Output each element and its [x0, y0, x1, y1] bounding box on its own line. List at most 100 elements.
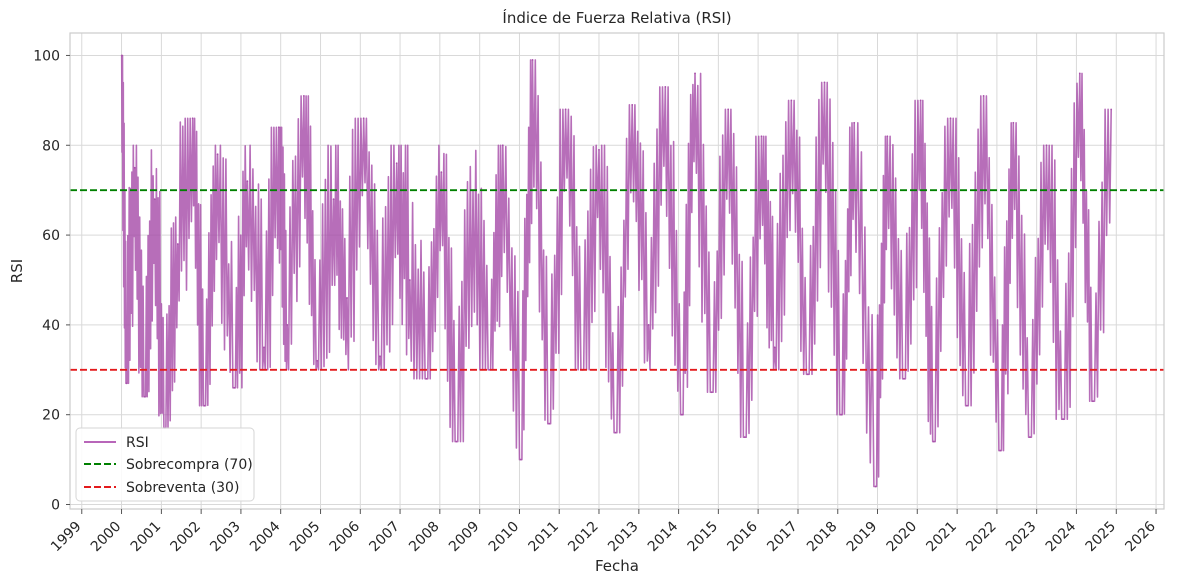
x-tick-label: 1999: [48, 519, 85, 556]
y-tick-label: 80: [42, 138, 60, 154]
rsi-point: [727, 108, 730, 111]
x-tick-label: 2004: [247, 518, 284, 555]
x-tick-label: 2014: [645, 518, 682, 555]
rsi-point: [153, 198, 156, 201]
rsi-point: [932, 440, 935, 443]
x-tick-label: 2013: [605, 519, 642, 556]
rsi-point: [332, 198, 335, 201]
rsi-point: [760, 135, 763, 138]
chart-title: Índice de Fuerza Relativa (RSI): [502, 8, 731, 27]
x-tick-label: 2025: [1083, 519, 1120, 556]
x-tick-label: 2021: [923, 519, 960, 556]
x-tick-label: 2000: [88, 519, 125, 556]
rsi-point: [823, 81, 826, 84]
rsi-point: [520, 458, 522, 461]
x-tick-label: 2018: [804, 519, 841, 556]
rsi-point: [501, 144, 504, 147]
x-tick-label: 2010: [486, 519, 523, 556]
rsi-point: [263, 346, 265, 349]
rsi-point: [631, 103, 634, 106]
x-tick-label: 2001: [128, 519, 165, 556]
rsi-point: [886, 135, 889, 138]
rsi-point: [790, 99, 793, 102]
rsi-point: [1078, 72, 1081, 75]
rsi-point: [966, 404, 968, 407]
rsi-point: [488, 368, 491, 371]
rsi-point: [614, 431, 617, 434]
rsi-point: [203, 404, 206, 407]
rsi-point: [548, 422, 551, 425]
rsi-point: [903, 377, 905, 380]
y-axis-label: RSI: [8, 259, 26, 283]
rsi-point: [316, 359, 319, 362]
rsi-point: [598, 148, 600, 151]
rsi-point: [346, 297, 348, 299]
x-tick-label: 2020: [884, 519, 921, 556]
rsi-point: [1092, 400, 1094, 403]
rsi-point: [681, 413, 683, 416]
x-tick-label: 2017: [764, 519, 801, 556]
rsi-point: [191, 117, 194, 120]
x-tick-label: 2026: [1122, 518, 1159, 555]
rsi-point: [564, 108, 567, 111]
rsi-point: [286, 323, 289, 326]
rsi-point: [919, 99, 922, 102]
rsi-point: [647, 323, 650, 326]
rsi-point: [302, 94, 305, 97]
rsi-point: [125, 382, 128, 385]
legend-label-rsi: RSI: [126, 435, 149, 451]
rsi-point: [1012, 121, 1015, 124]
rsi-point: [949, 117, 952, 120]
rsi-point: [1110, 108, 1113, 111]
x-tick-label: 2012: [565, 519, 602, 556]
x-tick-label: 2002: [167, 519, 204, 556]
rsi-point: [395, 162, 398, 165]
y-axis: 0 20 40 60 80 100: [33, 48, 70, 514]
plot-frame: [69, 32, 1165, 510]
legend-label-sobreventa: Sobreventa (30): [126, 480, 239, 496]
x-tick-label: 2023: [1003, 519, 1040, 556]
rsi-point: [277, 126, 280, 129]
rsi-point: [694, 72, 696, 75]
x-tick-label: 2015: [685, 519, 722, 556]
rsi-point: [233, 386, 236, 389]
x-tick-label: 2008: [406, 519, 443, 556]
rsi-point: [455, 440, 458, 443]
x-axis: 1999 2000 2001 2002 2003 2004 2005 2006 2007 2008…: [48, 509, 1159, 555]
rsi-point: [710, 391, 713, 394]
x-tick-label: 2003: [207, 519, 244, 556]
rsi-point: [806, 373, 809, 376]
legend-label-sobrecompra: Sobrecompra (70): [126, 457, 253, 473]
rsi-point: [999, 449, 1002, 452]
rsi-point: [120, 54, 123, 57]
rsi-point: [743, 436, 746, 439]
rsi-point: [408, 279, 411, 281]
x-tick-label: 2011: [526, 519, 563, 556]
rsi-point: [531, 59, 534, 61]
y-tick-label: 40: [42, 318, 60, 334]
rsi-point: [216, 153, 219, 156]
x-tick-label: 2007: [366, 519, 403, 556]
x-tick-label: 2022: [963, 519, 1000, 556]
rsi-point: [440, 171, 443, 174]
y-tick-label: 60: [42, 228, 60, 244]
y-tick-label: 100: [33, 48, 60, 64]
y-tick-label: 20: [42, 408, 60, 424]
rsi-point: [840, 413, 843, 416]
rsi-point: [362, 117, 365, 120]
x-tick-label: 2006: [327, 518, 364, 555]
rsi-point: [1045, 144, 1048, 147]
x-axis-label: Fecha: [595, 557, 639, 575]
rsi-point: [143, 395, 146, 398]
rsi-point: [176, 243, 179, 245]
x-tick-label: 2016: [724, 518, 761, 555]
y-tick-label: 0: [51, 498, 60, 514]
rsi-point: [425, 377, 428, 380]
legend-box: [75, 427, 255, 502]
x-tick-label: 2024: [1043, 518, 1080, 555]
rsi-point: [379, 355, 381, 358]
legend: RSI Sobrecompra (70) Sobreventa (30): [75, 427, 255, 502]
rsi-point: [664, 85, 667, 88]
x-tick-label: 2005: [287, 519, 324, 556]
